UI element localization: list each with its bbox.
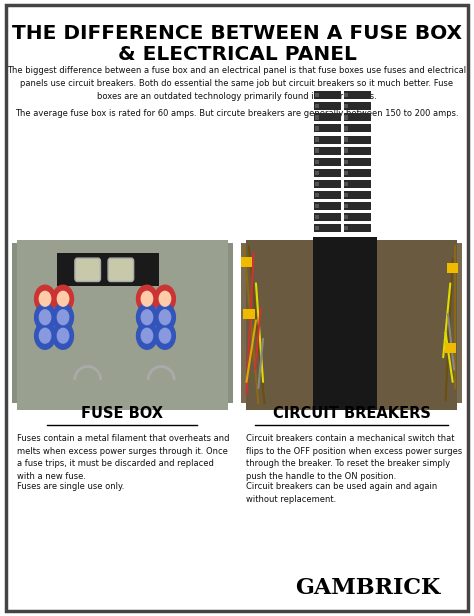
Bar <box>315 171 319 175</box>
Text: Fuses contain a metal filament that overheats and
melts when excess power surges: Fuses contain a metal filament that over… <box>17 434 229 481</box>
Text: Circuit breakers can be used again and again
without replacement.: Circuit breakers can be used again and a… <box>246 482 437 503</box>
Text: Fuses are single use only.: Fuses are single use only. <box>17 482 124 491</box>
Bar <box>344 226 348 230</box>
Bar <box>314 158 341 166</box>
Bar <box>314 113 341 121</box>
Bar <box>344 126 348 131</box>
Bar <box>314 102 341 110</box>
Bar <box>344 224 371 232</box>
Circle shape <box>155 304 175 331</box>
Bar <box>344 91 371 99</box>
Bar <box>315 115 319 120</box>
Bar <box>57 253 159 286</box>
Circle shape <box>141 310 153 325</box>
Bar <box>314 169 341 177</box>
Circle shape <box>141 291 153 306</box>
Circle shape <box>39 291 51 306</box>
Circle shape <box>159 328 171 343</box>
Bar <box>344 215 348 219</box>
Bar <box>241 243 462 403</box>
Bar <box>344 137 348 142</box>
Bar <box>315 126 319 131</box>
Bar <box>447 263 458 273</box>
Text: THE DIFFERENCE BETWEEN A FUSE BOX: THE DIFFERENCE BETWEEN A FUSE BOX <box>12 25 462 43</box>
Text: Circuit breakers contain a mechanical switch that
flips to the OFF position when: Circuit breakers contain a mechanical sw… <box>246 434 462 481</box>
Bar <box>314 191 341 199</box>
Bar <box>314 180 341 188</box>
Bar <box>344 158 371 166</box>
Bar <box>344 169 371 177</box>
Circle shape <box>53 322 73 349</box>
Bar <box>344 124 371 132</box>
Bar <box>344 191 371 199</box>
Circle shape <box>35 322 55 349</box>
Bar <box>315 137 319 142</box>
Bar <box>315 93 319 97</box>
Bar <box>314 147 341 155</box>
Circle shape <box>53 285 73 312</box>
Circle shape <box>57 291 69 306</box>
Circle shape <box>141 328 153 343</box>
Bar <box>314 91 341 99</box>
Text: GAMBRICK: GAMBRICK <box>296 577 441 599</box>
Bar <box>314 213 341 221</box>
Circle shape <box>35 304 55 331</box>
Bar <box>246 240 457 410</box>
Bar <box>344 180 371 188</box>
Bar <box>315 182 319 186</box>
FancyBboxPatch shape <box>75 258 100 282</box>
Text: & ELECTRICAL PANEL: & ELECTRICAL PANEL <box>118 45 356 63</box>
Text: FUSE BOX: FUSE BOX <box>82 407 163 421</box>
Bar <box>315 226 319 230</box>
Bar <box>314 224 341 232</box>
Circle shape <box>137 304 157 331</box>
Bar <box>243 309 255 319</box>
Bar <box>344 171 348 175</box>
Circle shape <box>159 291 171 306</box>
Bar <box>315 215 319 219</box>
Text: CIRCUIT BREAKERS: CIRCUIT BREAKERS <box>273 407 431 421</box>
Bar <box>315 160 319 164</box>
Bar <box>17 240 228 410</box>
Bar <box>315 148 319 153</box>
Bar <box>445 343 456 353</box>
Circle shape <box>137 285 157 312</box>
Circle shape <box>155 322 175 349</box>
Circle shape <box>53 304 73 331</box>
Text: The average fuse box is rated for 60 amps. But circute breakers are generally be: The average fuse box is rated for 60 amp… <box>15 110 459 118</box>
Bar <box>344 204 348 208</box>
Circle shape <box>39 328 51 343</box>
Bar <box>313 237 377 410</box>
Circle shape <box>35 285 55 312</box>
Bar <box>344 136 371 144</box>
Bar <box>314 136 341 144</box>
Bar <box>314 124 341 132</box>
Bar <box>344 160 348 164</box>
FancyBboxPatch shape <box>108 258 134 282</box>
Text: The biggest difference between a fuse box and an electrical panel is that fuse b: The biggest difference between a fuse bo… <box>8 66 466 102</box>
Bar <box>12 243 233 403</box>
Circle shape <box>39 310 51 325</box>
Bar <box>315 204 319 208</box>
Circle shape <box>159 310 171 325</box>
Bar <box>344 113 371 121</box>
Bar <box>344 147 371 155</box>
Bar <box>344 193 348 197</box>
Bar <box>344 202 371 210</box>
Bar <box>315 193 319 197</box>
Bar <box>344 148 348 153</box>
Circle shape <box>155 285 175 312</box>
Bar <box>344 182 348 186</box>
Bar <box>344 104 348 108</box>
Circle shape <box>57 328 69 343</box>
Bar <box>315 104 319 108</box>
Circle shape <box>57 310 69 325</box>
Bar <box>344 213 371 221</box>
Bar <box>344 115 348 120</box>
Bar <box>344 102 371 110</box>
Bar <box>314 202 341 210</box>
Bar <box>241 257 252 267</box>
Circle shape <box>137 322 157 349</box>
Bar <box>344 93 348 97</box>
